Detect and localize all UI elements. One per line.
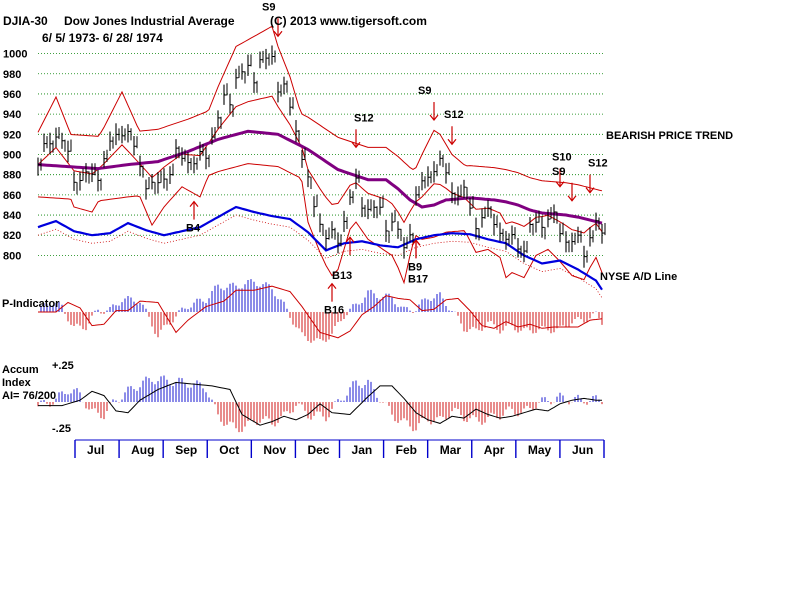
signal-arrowhead — [585, 187, 595, 194]
signal-label: B9 — [408, 261, 422, 273]
y-tick-label: 880 — [3, 170, 21, 182]
month-label: May — [528, 443, 552, 457]
signal-label: B16 — [324, 305, 344, 317]
month-label: Jan — [352, 443, 373, 457]
accum-index-panel — [37, 375, 603, 433]
index-label: Index — [2, 377, 32, 389]
y-tick-label: 980 — [3, 69, 21, 81]
chart-date-range: 6/ 5/ 1973- 6/ 28/ 1974 — [42, 31, 163, 45]
y-tick-label: 900 — [3, 150, 21, 162]
month-label: Mar — [440, 443, 462, 457]
month-label: Nov — [263, 443, 286, 457]
signal-arrowhead — [189, 200, 199, 207]
ad-line — [37, 205, 603, 291]
inner-band — [37, 95, 603, 234]
signal-label: S9 — [552, 166, 565, 178]
signal-label: B4 — [186, 223, 201, 235]
accum-top-label: +.25 — [52, 360, 74, 372]
accum-ai-label: AI= 76/200 — [2, 390, 56, 402]
y-tick-label: 860 — [3, 190, 21, 202]
accum-label: Accum — [2, 364, 39, 376]
month-label: Dec — [307, 443, 329, 457]
y-tick-label: 940 — [3, 109, 21, 121]
signal-arrowhead — [273, 30, 283, 38]
signal-label: B17 — [408, 273, 428, 285]
price-bars — [37, 45, 606, 268]
month-label: Oct — [219, 443, 239, 457]
signal-arrowhead — [351, 141, 361, 149]
y-tick-label: 960 — [3, 89, 21, 101]
moving-average-line — [37, 129, 603, 225]
price-bands — [37, 25, 603, 299]
signal-label: S10 — [552, 152, 572, 164]
month-axis: Jul Aug Sep Oct Nov Dec Jan Feb Mar Apr May Jun — [74, 439, 605, 458]
signal-arrowhead — [345, 236, 355, 243]
signal-arrowhead — [567, 195, 577, 202]
p-indicator-panel — [38, 279, 603, 343]
signal-label: S12 — [588, 158, 608, 170]
signal-label: S12 — [444, 109, 464, 121]
y-tick-label: 840 — [3, 210, 21, 222]
ad-dotted-line — [37, 214, 603, 299]
accum-bottom-label: -.25 — [52, 423, 71, 435]
chart-symbol: DJIA-30 — [3, 14, 48, 28]
month-label: Sep — [175, 443, 197, 457]
signal-label: S12 — [354, 112, 374, 124]
chart-index-name: Dow Jones Industrial Average — [64, 14, 235, 28]
trend-label: BEARISH PRICE TREND — [606, 130, 733, 142]
signal-arrowhead — [447, 138, 457, 146]
upper-band — [37, 25, 603, 192]
y-tick-label: 800 — [3, 250, 21, 262]
signal-arrowhead — [411, 239, 421, 246]
y-tick-label: 820 — [3, 230, 21, 242]
y-tick-label: 920 — [3, 129, 21, 141]
month-label: Apr — [484, 443, 505, 457]
y-tick-label: 1000 — [3, 49, 27, 61]
month-label: Feb — [396, 443, 417, 457]
signal-label: S9 — [418, 85, 431, 97]
smoothing-line — [38, 381, 602, 426]
signal-label: S9 — [262, 1, 275, 13]
signal-label: B13 — [332, 270, 352, 282]
grid-lines: 800 820 840 860 880 900 920 940 960 980 1000 — [3, 49, 604, 262]
month-label: Aug — [131, 443, 154, 457]
signal-arrowhead — [555, 181, 565, 188]
signal-arrowhead — [429, 114, 439, 121]
month-label: Jul — [87, 443, 104, 457]
ad-line-label: NYSE A/D Line — [600, 271, 677, 283]
lower-band — [37, 163, 603, 285]
smoothing-line — [38, 285, 603, 339]
month-label: Jun — [572, 443, 593, 457]
signal-arrowhead — [327, 282, 337, 290]
p-indicator-label: P-Indicator — [2, 298, 60, 310]
chart-copyright: (C) 2013 www.tigersoft.com — [270, 14, 427, 28]
